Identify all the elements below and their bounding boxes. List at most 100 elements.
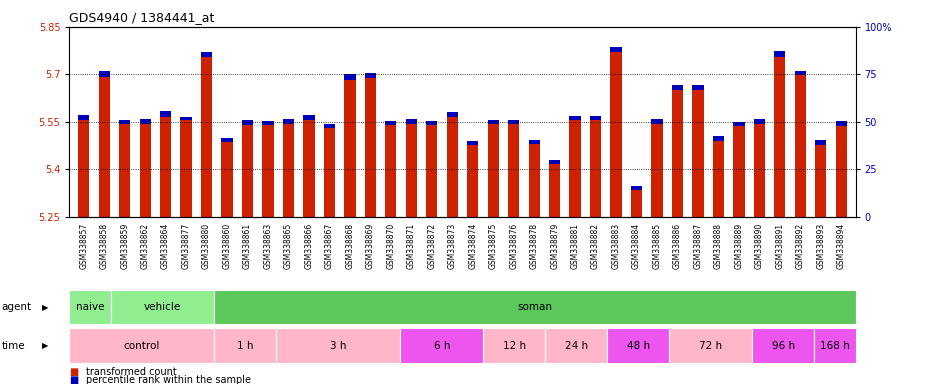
Bar [570,120,581,217]
Text: ▶: ▶ [42,341,48,350]
Bar [487,120,499,124]
Bar [69,290,111,324]
Bar [774,51,785,57]
Bar [467,141,478,145]
Text: naive: naive [76,302,105,312]
Text: 3 h: 3 h [330,341,347,351]
Text: percentile rank within the sample: percentile rank within the sample [86,375,251,384]
Bar [160,117,171,217]
Bar [385,125,397,217]
Text: 48 h: 48 h [627,341,650,351]
Text: 72 h: 72 h [699,341,722,351]
Bar [241,120,253,125]
Bar [263,125,274,217]
Bar [277,328,401,363]
Bar [99,71,110,77]
Bar [734,122,745,126]
Bar [221,138,233,142]
Bar [483,328,545,363]
Text: agent: agent [2,302,32,312]
Bar [774,57,785,217]
Bar [401,328,483,363]
Bar [283,119,294,124]
Bar [754,119,765,124]
Bar [78,120,90,217]
Text: ■: ■ [69,375,79,384]
Bar [160,111,171,117]
Bar [835,126,847,217]
Bar [651,119,662,124]
Bar [201,52,212,57]
Bar [692,90,704,217]
Bar [835,121,847,126]
Bar [631,186,642,190]
Bar [69,328,215,363]
Bar [795,71,806,75]
Bar [508,124,519,217]
Bar [447,117,458,217]
Bar [631,190,642,217]
Text: control: control [124,341,160,351]
Bar [610,52,622,217]
Bar [447,113,458,117]
Bar [672,84,684,90]
Bar [545,328,608,363]
Bar [215,290,856,324]
Bar [119,120,130,124]
Bar [508,120,519,124]
Bar [734,126,745,217]
Bar [487,124,499,217]
Text: 1 h: 1 h [237,341,253,351]
Bar [815,145,826,217]
Bar [324,127,335,217]
Bar [324,124,335,127]
Bar [570,116,581,120]
Bar [111,290,215,324]
Bar [364,73,376,78]
Text: vehicle: vehicle [144,302,181,312]
Bar [221,142,233,217]
Bar [672,90,684,217]
Bar [241,125,253,217]
Text: 12 h: 12 h [502,341,525,351]
Bar [385,121,397,125]
Bar [426,125,438,217]
Bar [467,145,478,217]
Text: soman: soman [517,302,552,312]
Bar [140,119,151,124]
Bar [344,74,355,80]
Bar [610,46,622,52]
Text: 96 h: 96 h [771,341,795,351]
Text: 168 h: 168 h [820,341,850,351]
Bar [815,140,826,145]
Bar [590,116,601,120]
Text: time: time [2,341,26,351]
Bar [303,115,315,120]
Bar [713,136,724,141]
Text: 24 h: 24 h [565,341,588,351]
Bar [201,57,212,217]
Text: ■: ■ [69,367,79,377]
Bar [140,124,151,217]
Bar [590,120,601,217]
Bar [795,75,806,217]
Bar [119,124,130,217]
Bar [215,328,277,363]
Bar [692,86,704,90]
Bar [549,160,561,164]
Bar [670,328,752,363]
Bar [406,124,417,217]
Bar [426,121,438,125]
Text: 6 h: 6 h [434,341,450,351]
Bar [303,120,315,217]
Bar [651,124,662,217]
Bar [180,120,191,217]
Bar [608,328,670,363]
Bar [406,119,417,124]
Bar [528,140,540,144]
Bar [754,124,765,217]
Bar [814,328,856,363]
Bar [78,115,90,120]
Bar [283,124,294,217]
Text: GDS4940 / 1384441_at: GDS4940 / 1384441_at [69,12,215,25]
